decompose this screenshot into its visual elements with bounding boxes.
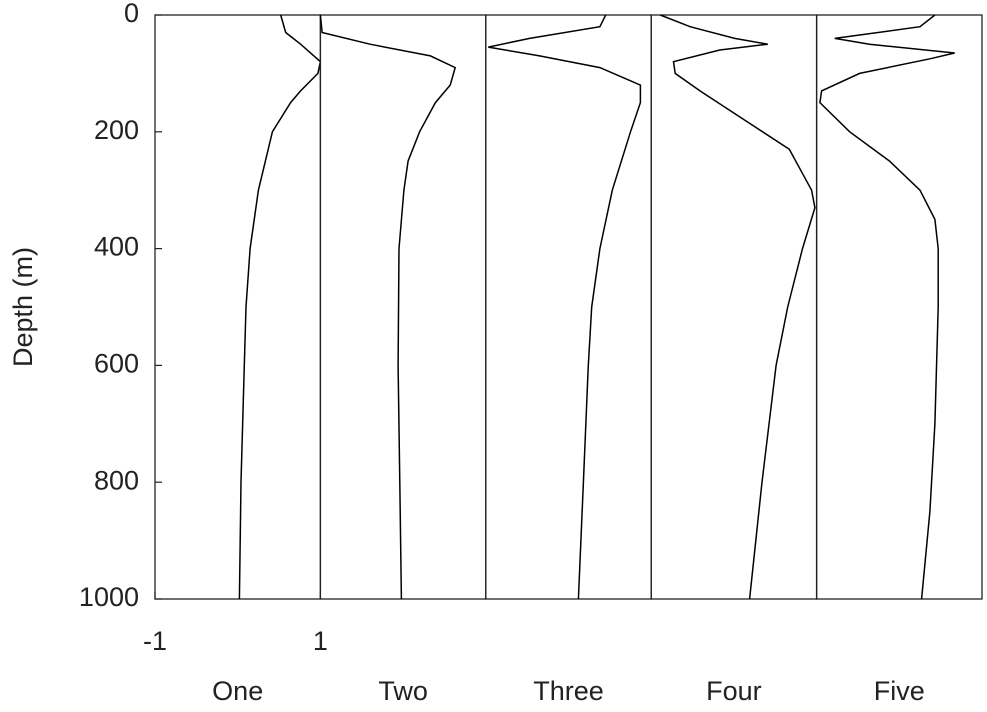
x-tick-label: -1: [143, 626, 167, 656]
panel-frame: [650, 14, 818, 600]
profile-line: [488, 14, 642, 600]
profile-line: [819, 14, 955, 600]
y-tick-label: 200: [94, 115, 139, 145]
panel-frame: [815, 14, 983, 600]
panel-frame: [154, 14, 322, 600]
y-tick-label: 800: [94, 465, 139, 495]
panel-label: Three: [533, 676, 604, 706]
panel-frame: [319, 14, 487, 600]
y-tick-label: 0: [124, 0, 139, 28]
panel-label: One: [212, 676, 263, 706]
x-tick-label: 1: [313, 626, 328, 656]
panel-label: Four: [706, 676, 762, 706]
y-tick-label: 600: [94, 349, 139, 379]
y-tick-label: 1000: [79, 582, 139, 612]
profile-line: [660, 14, 816, 600]
y-tick-label: 400: [94, 232, 139, 262]
panel-frame: [485, 14, 652, 600]
panel-label: Five: [874, 676, 925, 706]
profile-line: [238, 14, 322, 600]
y-axis-label: Depth (m): [8, 247, 38, 367]
profile-line: [319, 14, 457, 600]
panel-label: Two: [378, 676, 428, 706]
